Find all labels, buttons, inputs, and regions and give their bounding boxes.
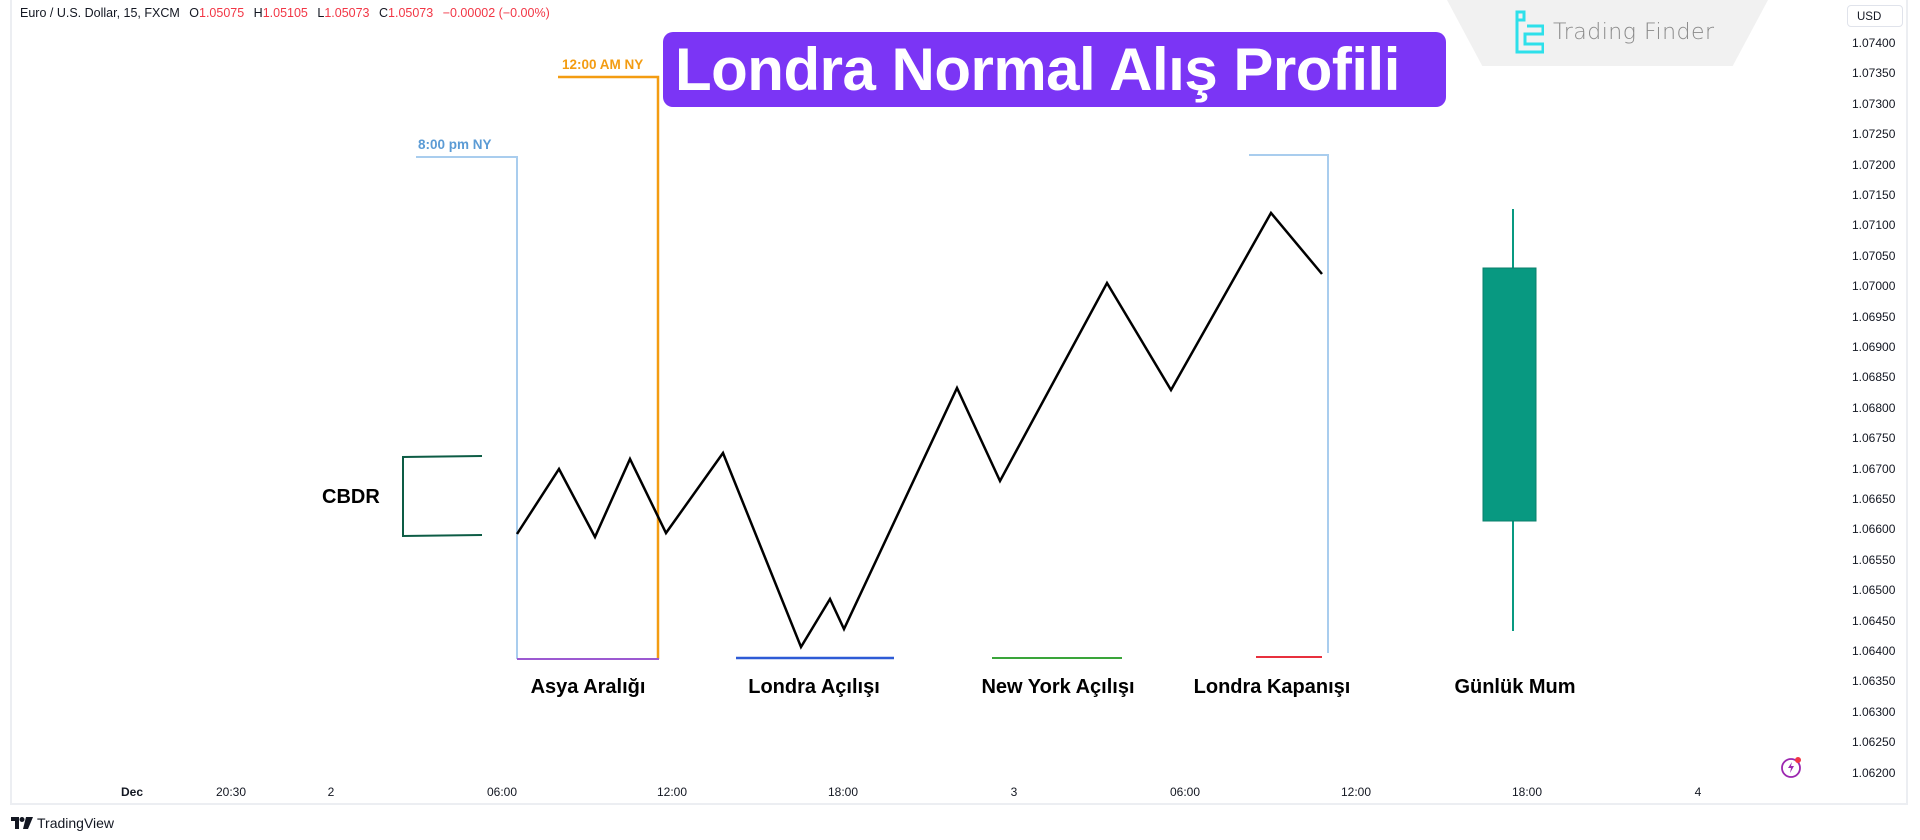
time-label: 2: [327, 785, 335, 799]
time-label: 06:00: [486, 785, 518, 799]
london-close-label: Londra Kapanışı: [1193, 676, 1351, 698]
price-label: 1.06800: [1852, 400, 1896, 415]
price-label: 1.07250: [1852, 127, 1896, 142]
price-label: 1.06450: [1852, 613, 1896, 628]
london-open-label: Londra Açılışı: [748, 676, 880, 698]
time-label: 4: [1694, 785, 1702, 799]
price-label: 1.07350: [1852, 66, 1896, 81]
tradingview-mark-icon: [11, 817, 33, 829]
price-label: 1.06850: [1852, 370, 1896, 385]
open-value: 1.05075: [199, 6, 245, 20]
ny-8pm-bracket: [416, 156, 518, 659]
time-label: 18:00: [1511, 785, 1543, 799]
high-value: 1.05105: [262, 6, 308, 20]
price-label: 1.07150: [1852, 188, 1896, 202]
price-label: 1.06500: [1852, 583, 1896, 598]
price-label: 1.06550: [1852, 552, 1896, 567]
price-label: 1.07050: [1852, 248, 1896, 263]
price-label: 1.06350: [1852, 674, 1896, 689]
price-label: 1.06200: [1852, 765, 1896, 780]
symbol-name[interactable]: Euro / U.S. Dollar, 15, FXCM: [20, 6, 180, 20]
close-value: 1.05073: [388, 6, 434, 20]
price-label: 1.07100: [1852, 218, 1896, 233]
price-label: 1.06700: [1852, 461, 1896, 476]
tradingview-brand: TradingView: [37, 815, 115, 831]
cbdr-label: CBDR: [322, 486, 380, 508]
symbol-legend: Euro / U.S. Dollar, 15, FXCM O1.05075 H1…: [20, 6, 550, 20]
time-label: 18:00: [827, 785, 859, 799]
asia-range-label: Asya Aralığı: [530, 676, 646, 698]
price-label: 1.06900: [1852, 340, 1896, 354]
price-label: 1.06300: [1852, 704, 1896, 719]
price-label: 1.07000: [1852, 279, 1896, 294]
trading-finder-logo-icon: [1515, 10, 1544, 54]
change-value: −0.00002 (−0.00%): [442, 6, 550, 20]
daily-candle-body: [1482, 267, 1537, 522]
time-label: 20:30: [215, 785, 247, 799]
price-label: 1.07400: [1852, 36, 1896, 50]
daily-candle-label: Günlük Mum: [1454, 676, 1576, 698]
price-label: 1.07300: [1852, 96, 1896, 111]
banner-title: Londra Normal Alış Profili: [675, 35, 1400, 103]
title-banner: Londra Normal Alış Profili: [663, 32, 1446, 107]
price-label: 1.07200: [1852, 157, 1896, 172]
price-path: [515, 210, 1323, 650]
watermark-brand: Trading Finder: [1553, 19, 1715, 45]
tradingview-logo[interactable]: TradingView: [11, 814, 114, 832]
ny-8pm-label: 8:00 pm NY: [418, 137, 492, 152]
low-label: L: [317, 6, 325, 20]
watermark-tab: [1447, 0, 1768, 66]
price-label: 1.06400: [1852, 644, 1896, 658]
chart-panel[interactable]: [10, 0, 1908, 805]
watermark: Trading Finder: [1514, 10, 1715, 54]
open-label: O: [189, 6, 199, 20]
ny-open-label: New York Açılışı: [981, 676, 1135, 698]
time-label: 12:00: [1340, 785, 1372, 799]
time-label: Dec: [120, 785, 144, 799]
time-label: 06:00: [1169, 785, 1201, 799]
close-label: C: [379, 6, 389, 20]
low-value: 1.05073: [324, 6, 370, 20]
ny-midnight-label: 12:00 AM NY: [562, 57, 644, 72]
ny-midnight-bracket: [558, 75, 660, 659]
price-label: 1.06250: [1852, 735, 1896, 750]
price-label: 1.06650: [1852, 492, 1896, 506]
price-label: 1.06950: [1852, 309, 1896, 324]
cbdr-bracket: [402, 455, 483, 538]
time-label: 12:00: [656, 785, 688, 799]
time-label: 3: [1010, 785, 1018, 799]
price-label: 1.06750: [1852, 431, 1896, 446]
currency-button[interactable]: USD: [1847, 5, 1903, 27]
high-label: H: [253, 6, 263, 20]
price-label: 1.06600: [1852, 522, 1896, 537]
london-close-bracket: [1249, 154, 1329, 653]
lightning-alert-icon[interactable]: [1779, 755, 1803, 779]
